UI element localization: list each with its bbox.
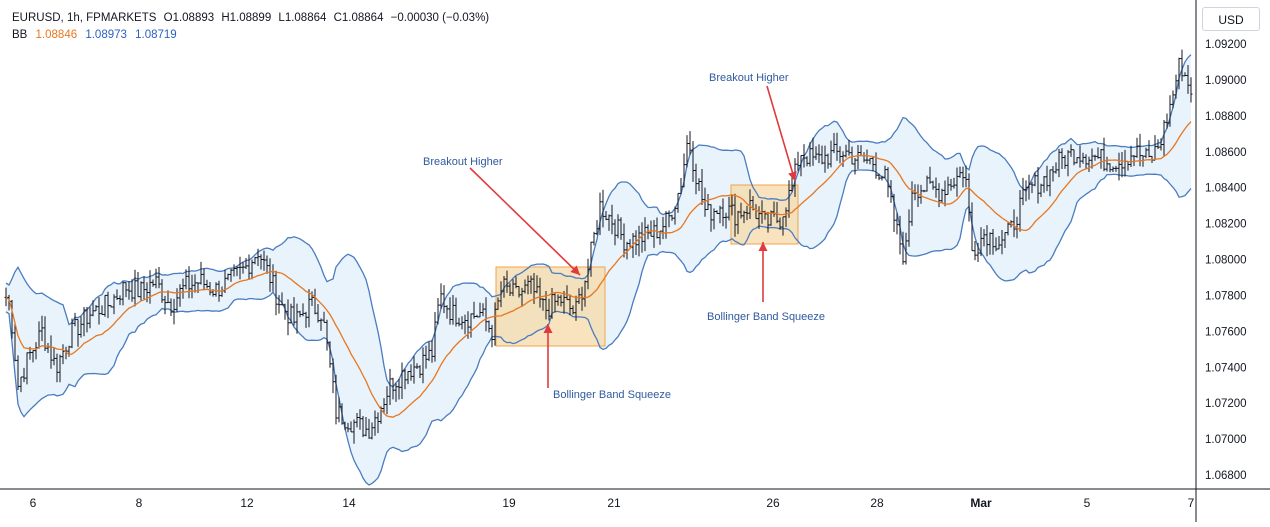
- y-tick-labels: 1.06800 1.07000 1.07200 1.07400 1.07600 1.078…: [1205, 39, 1247, 482]
- x-tick-label: 14: [342, 496, 356, 510]
- x-tick-labels: 6 8 12 14 19 21 26 28 Mar 5 7: [30, 496, 1195, 510]
- breakout-label-2: Breakout Higher: [709, 72, 789, 84]
- squeeze-arrow-2-head: [758, 242, 768, 251]
- y-tick-label: 1.07600: [1205, 326, 1247, 338]
- bb-label: BB: [12, 29, 28, 41]
- x-tick-label: 5: [1084, 496, 1091, 510]
- y-tick-label: 1.06800: [1205, 470, 1247, 482]
- ohlc-legend: EURUSD, 1h, FPMARKETS O1.08893 H1.08899 …: [12, 10, 493, 27]
- y-tick-label: 1.07800: [1205, 290, 1247, 302]
- close-value: C1.08864: [333, 12, 384, 24]
- chart-legend: EURUSD, 1h, FPMARKETS O1.08893 H1.08899 …: [12, 10, 493, 44]
- squeeze-label-2: Bollinger Band Squeeze: [707, 311, 825, 323]
- y-tick-label: 1.08200: [1205, 219, 1247, 231]
- symbol-label: EURUSD, 1h, FPMARKETS: [12, 12, 157, 24]
- high-value: H1.08899: [221, 12, 272, 24]
- breakout-arrow-2: [766, 85, 796, 182]
- breakout-arrow-2-head: [788, 171, 797, 181]
- y-tick-label: 1.08400: [1205, 183, 1247, 195]
- currency-button[interactable]: USD: [1202, 7, 1260, 31]
- y-tick-label: 1.07400: [1205, 362, 1247, 374]
- x-tick-label: 6: [30, 496, 37, 510]
- x-tick-label: 8: [136, 496, 143, 510]
- x-tick-label: 7: [1188, 496, 1195, 510]
- x-tick-label: 19: [502, 496, 516, 510]
- bb-legend: BB 1.08846 1.08973 1.08719: [12, 27, 493, 44]
- y-tick-label: 1.08600: [1205, 147, 1247, 159]
- low-value: L1.08864: [278, 12, 327, 24]
- breakout-label-1: Breakout Higher: [423, 156, 503, 168]
- bb-lower-value: 1.08719: [135, 29, 177, 41]
- bb-middle-value: 1.08846: [35, 29, 78, 41]
- y-tick-label: 1.09000: [1205, 75, 1247, 87]
- x-tick-label: 12: [240, 496, 254, 510]
- breakout-arrow-1: [469, 167, 581, 276]
- y-tick-label: 1.09200: [1205, 39, 1247, 51]
- breakout-arrow-1-head: [570, 265, 580, 275]
- bb-upper-value: 1.08973: [85, 29, 127, 41]
- y-tick-label: 1.08800: [1205, 111, 1247, 123]
- open-value: O1.08893: [163, 12, 215, 24]
- x-tick-label: Mar: [970, 496, 992, 510]
- change-value: −0.00030 (−0.03%): [390, 12, 490, 24]
- x-tick-label: 26: [766, 496, 780, 510]
- x-tick-label: 21: [607, 496, 621, 510]
- x-tick-label: 28: [870, 496, 884, 510]
- y-tick-label: 1.08000: [1205, 255, 1247, 267]
- squeeze-label-1: Bollinger Band Squeeze: [553, 389, 671, 401]
- bollinger-middle-band: [5, 121, 1192, 418]
- y-tick-label: 1.07000: [1205, 434, 1247, 446]
- y-tick-label: 1.07200: [1205, 398, 1247, 410]
- candles-group: [4, 49, 1193, 444]
- bollinger-lower-band: [5, 169, 1192, 486]
- squeeze-arrow-1-head: [543, 324, 553, 333]
